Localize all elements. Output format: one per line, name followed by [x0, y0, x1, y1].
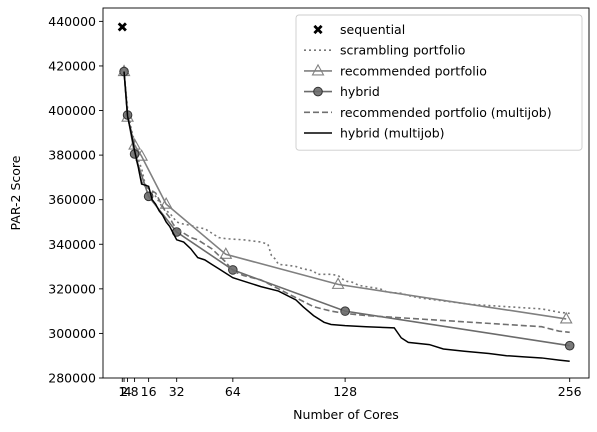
legend-entry: hybrid [304, 84, 380, 99]
legend-label: recommended portfolio (multijob) [340, 105, 552, 120]
legend-entry: hybrid (multijob) [304, 126, 445, 141]
data-point [159, 197, 173, 209]
y-tick-label: 440000 [48, 14, 96, 29]
x-tick-label: 4 [124, 384, 132, 399]
y-tick-label: 340000 [48, 237, 96, 252]
y-tick-label: 420000 [48, 58, 96, 73]
y-tick-label: 300000 [48, 326, 96, 341]
legend-entry: scrambling portfolio [304, 43, 465, 58]
legend-box [295, 14, 583, 151]
y-tick-label: 400000 [48, 103, 96, 118]
legend-marker [313, 86, 323, 97]
x-tick-label: 64 [225, 384, 241, 399]
x-tick-label: 256 [558, 384, 582, 399]
series-scrambling-portfolio [123, 71, 570, 315]
legend-label: sequential [340, 22, 405, 37]
legend-entry: sequential [313, 22, 405, 37]
data-point [559, 311, 573, 324]
plot-area [117, 22, 575, 363]
y-axis-title: PAR-2 Score [8, 155, 23, 230]
data-point [331, 277, 345, 289]
legend-label: hybrid [340, 84, 380, 99]
x-tick-label: 2 [120, 384, 128, 399]
x-tick-label: 8 [131, 384, 139, 399]
legend-marker [311, 63, 325, 76]
x-tick-label: 1 [118, 384, 126, 399]
series-line-recommended-portfolio-multijob [123, 71, 570, 334]
series-sequential [117, 22, 127, 32]
legend-entry: recommended portfolio (multijob) [304, 105, 552, 120]
y-tick-label: 280000 [48, 371, 96, 386]
y-tick-label: 320000 [48, 281, 96, 296]
x-axis-title: Number of Cores [293, 407, 399, 422]
x-tick-label: 128 [333, 384, 357, 399]
series-hybrid-multijob [123, 71, 570, 363]
legend-label: hybrid (multijob) [340, 126, 445, 141]
legend-label: recommended portfolio [340, 63, 487, 78]
plot-frame [102, 7, 590, 379]
series-line-scrambling-portfolio [123, 71, 570, 315]
legend: sequential scrambling portfolio recommende… [295, 14, 583, 151]
x-tick-label: 32 [169, 384, 185, 399]
series-line-hybrid-multijob [123, 71, 570, 363]
y-tick-label: 360000 [48, 192, 96, 207]
legend-marker [313, 24, 323, 35]
legend-entry: recommended portfolio [304, 63, 487, 78]
legend-label: scrambling portfolio [340, 43, 465, 58]
axes: 124 8 16 32 64 128 256 280000 300000 320000 340000… [8, 7, 590, 422]
data-point [117, 22, 127, 32]
data-point [564, 340, 575, 351]
y-tick-label: 380000 [48, 148, 96, 163]
series-recommended-portfolio-multijob [123, 71, 570, 334]
data-point [219, 247, 233, 259]
x-tick-label: 16 [141, 384, 157, 399]
